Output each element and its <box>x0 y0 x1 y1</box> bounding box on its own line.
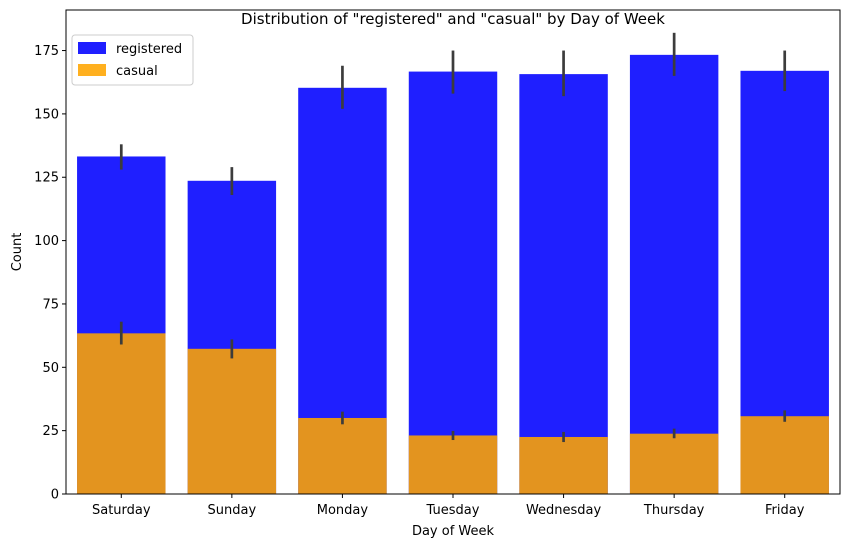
y-tick-label: 50 <box>42 361 59 376</box>
y-tick-label: 25 <box>42 424 59 439</box>
x-tick-label-saturday: Saturday <box>92 503 151 518</box>
bars-group <box>77 54 829 495</box>
x-tick-label-sunday: Sunday <box>208 503 257 518</box>
bar-registered-thursday <box>629 54 719 494</box>
bar-casual-sunday <box>187 348 277 494</box>
bar-casual-saturday <box>77 333 166 494</box>
chart-title: Distribution of "registered" and "casual… <box>241 10 665 28</box>
x-tick-label-thursday: Thursday <box>643 503 705 518</box>
y-tick-label: 0 <box>51 488 59 503</box>
x-tick-label-wednesday: Wednesday <box>526 503 602 518</box>
y-axis-label: Count <box>10 233 25 272</box>
bar-casual-thursday <box>629 433 719 494</box>
y-tick-label: 150 <box>34 107 59 122</box>
bar-casual-tuesday <box>408 435 498 494</box>
bar-casual-monday <box>298 417 387 494</box>
x-tick-label-tuesday: Tuesday <box>426 503 480 518</box>
y-tick-label: 100 <box>34 234 59 249</box>
bar-registered-wednesday <box>519 74 608 494</box>
axes-group: 0 25 50 75 100 125 150 175 Saturday Sunday Monday T… <box>34 9 841 518</box>
legend-label-casual: casual <box>116 64 158 79</box>
x-tick-label-friday: Friday <box>765 503 805 518</box>
bar-casual-wednesday <box>519 436 608 494</box>
error-bars-group <box>119 32 787 443</box>
y-tick-label: 125 <box>34 171 59 186</box>
x-axis-label: Day of Week <box>412 524 495 539</box>
legend: registered casual <box>71 34 194 86</box>
x-tick-label-monday: Monday <box>317 503 369 518</box>
bar-casual-friday <box>740 416 829 494</box>
legend-swatch-casual <box>78 64 106 76</box>
legend-label-registered: registered <box>116 42 182 57</box>
y-tick-label: 175 <box>34 44 59 59</box>
bar-registered-tuesday <box>408 71 498 494</box>
legend-swatch-registered <box>78 42 106 54</box>
y-tick-label: 75 <box>42 297 59 312</box>
